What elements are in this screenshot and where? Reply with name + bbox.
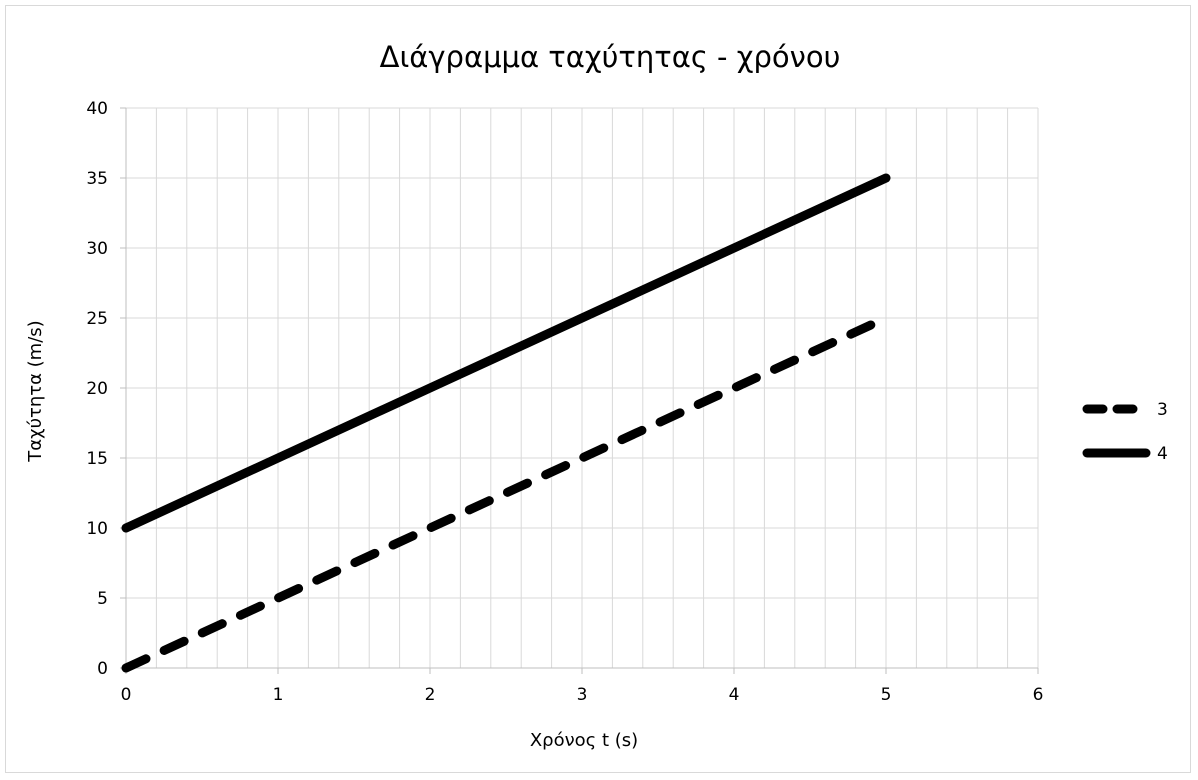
chart-title: Διάγραμμα ταχύτητας - χρόνου [380,40,841,74]
x-tick-label: 4 [729,685,740,705]
x-tick-label: 2 [425,685,436,705]
axes [120,107,1039,674]
velocity-time-chart: Διάγραμμα ταχύτητας - χρόνου 05101520253… [25,40,1168,751]
x-axis-title: Χρόνος t (s) [530,730,638,751]
y-tick-label: 40 [86,99,108,119]
y-axis-title: Ταχύτητα (m/s) [25,320,46,462]
x-tick-label: 3 [577,685,588,705]
series-line-4 [121,173,891,533]
y-tick-label: 25 [86,309,108,329]
chart-area: Διάγραμμα ταχύτητας - χρόνου 0 5 10 15 20 25 3… [5,5,1191,773]
x-tick-label: 6 [1033,685,1044,705]
y-tick-label: 35 [86,169,108,189]
grid [126,107,1039,668]
y-tick-label: 15 [86,449,108,469]
series-line-3 [121,313,891,673]
legend-label-4: 4 [1157,444,1168,464]
x-tick-label: 0 [121,685,132,705]
y-tick-label: 5 [97,589,108,609]
series-lines [121,173,891,673]
legend: 34 [1082,400,1168,464]
y-tick-label: 10 [86,519,108,539]
x-tick-label: 5 [881,685,892,705]
x-tick-label: 1 [273,685,284,705]
y-tick-label: 30 [86,239,108,259]
y-tick-label: 20 [86,379,108,399]
y-tick-label: 0 [97,659,108,679]
legend-label-3: 3 [1157,400,1168,420]
tick-labels: 0 5 10 15 20 25 30 35 40 0 1 2 3 4 5 6 [86,99,1043,705]
